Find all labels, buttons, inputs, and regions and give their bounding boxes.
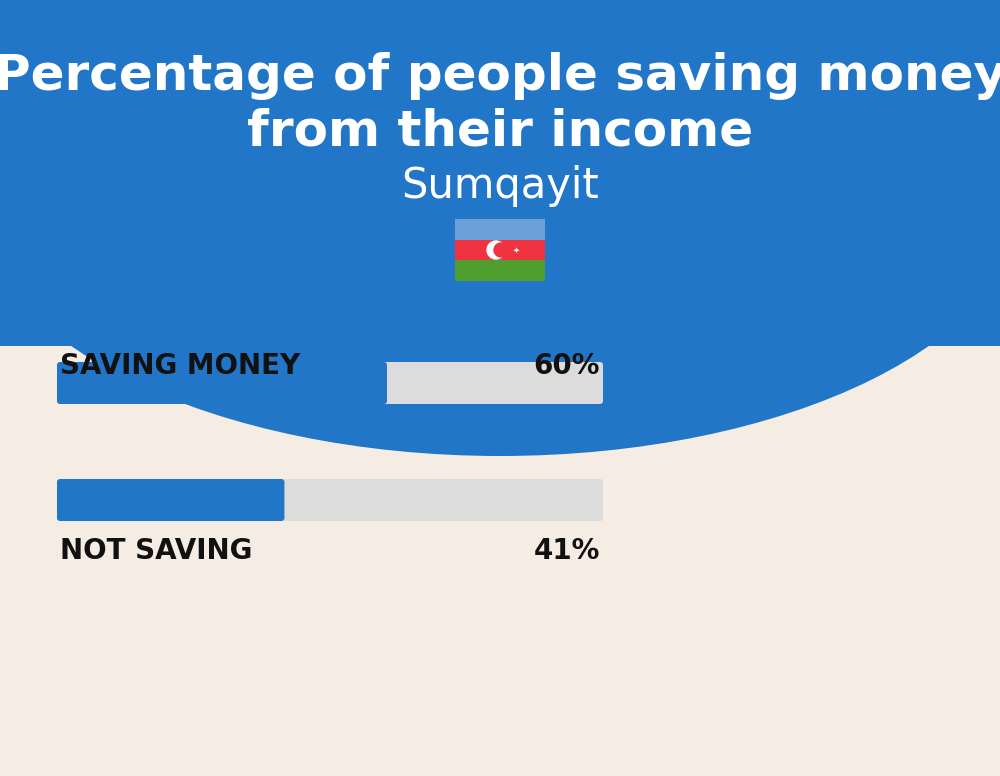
FancyBboxPatch shape (57, 362, 387, 404)
Text: from their income: from their income (247, 107, 753, 155)
Text: 41%: 41% (534, 537, 600, 565)
Bar (455, 219, 545, 240)
Ellipse shape (0, 0, 1000, 456)
FancyBboxPatch shape (57, 479, 603, 521)
Text: ✦: ✦ (512, 245, 520, 255)
Bar (455, 260, 545, 281)
FancyBboxPatch shape (57, 479, 284, 521)
FancyBboxPatch shape (0, 0, 1000, 346)
Circle shape (494, 243, 508, 257)
Bar (455, 240, 545, 260)
Text: 60%: 60% (534, 352, 600, 380)
FancyBboxPatch shape (57, 362, 603, 404)
Text: Sumqayit: Sumqayit (401, 165, 599, 207)
Circle shape (487, 241, 505, 259)
Text: Percentage of people saving money: Percentage of people saving money (0, 52, 1000, 100)
Text: SAVING MONEY: SAVING MONEY (60, 352, 300, 380)
Text: NOT SAVING: NOT SAVING (60, 537, 252, 565)
